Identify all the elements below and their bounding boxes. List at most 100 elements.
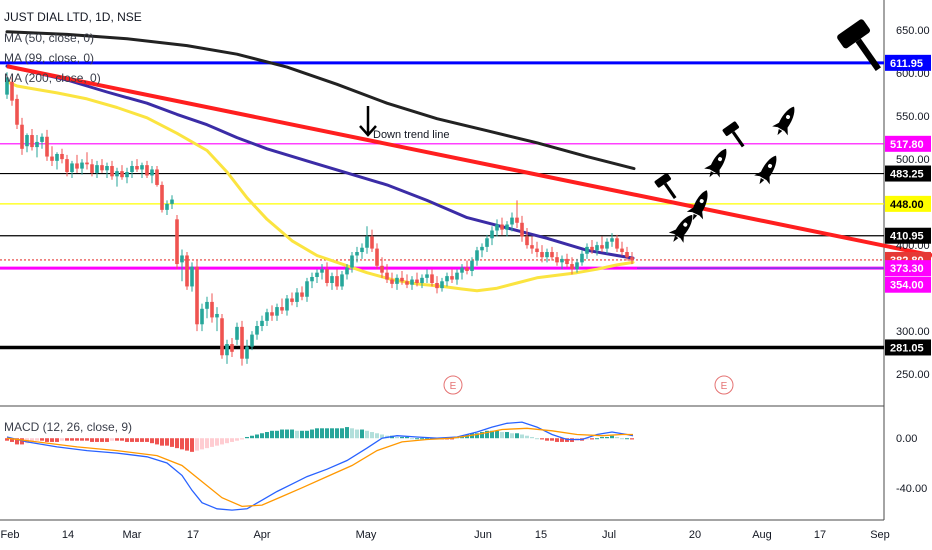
candle bbox=[60, 153, 64, 160]
signal-line bbox=[6, 427, 633, 508]
down-trend-line bbox=[6, 64, 932, 258]
gavel-handle bbox=[663, 182, 677, 199]
macd-histogram-bar bbox=[310, 429, 314, 439]
macd-histogram-bar bbox=[475, 433, 479, 439]
candle bbox=[35, 141, 39, 148]
rocket-body bbox=[759, 155, 777, 181]
gavel-handle bbox=[731, 131, 745, 148]
gavel-head bbox=[722, 121, 740, 136]
candle bbox=[570, 264, 574, 270]
price-level-badge-label: 281.05 bbox=[890, 342, 924, 354]
macd-histogram-bar bbox=[605, 436, 609, 439]
candle bbox=[545, 252, 549, 258]
candle bbox=[475, 250, 479, 261]
macd-histogram-bar bbox=[375, 433, 379, 439]
candle bbox=[150, 169, 154, 176]
candle bbox=[255, 326, 259, 335]
macd-histogram-bar bbox=[420, 438, 424, 440]
macd-histogram-bar bbox=[180, 438, 184, 450]
indicator-ma99-label[interactable]: MA (99, close, 0) bbox=[4, 51, 95, 65]
macd-histogram-bar bbox=[145, 438, 149, 442]
candle bbox=[190, 266, 194, 287]
candle bbox=[160, 184, 164, 210]
macd-histogram-bar bbox=[490, 430, 494, 439]
macd-histogram-bar bbox=[345, 427, 349, 439]
macd-histogram-bar bbox=[600, 436, 604, 439]
macd-histogram-bar bbox=[320, 428, 324, 439]
rocket-window bbox=[768, 163, 772, 168]
macd-histogram-bar bbox=[335, 428, 339, 439]
macd-histogram-bar bbox=[185, 438, 189, 451]
candle bbox=[275, 307, 279, 316]
candle bbox=[130, 166, 134, 173]
macd-histogram-bar bbox=[370, 432, 374, 439]
macd-histogram-bar bbox=[380, 434, 384, 439]
earnings-marker-label: E bbox=[721, 381, 728, 392]
rocket-icon bbox=[754, 155, 777, 185]
macd-histogram-bar bbox=[75, 438, 79, 441]
candle bbox=[615, 238, 619, 249]
candle bbox=[230, 344, 234, 352]
macd-histogram-bar bbox=[190, 438, 194, 452]
indicator-ma50-label[interactable]: MA (50, close, 0) bbox=[4, 31, 95, 45]
candle bbox=[390, 279, 394, 284]
price-level-badge-517.80: 517.80 bbox=[885, 135, 931, 152]
price-level-badge-410.95: 410.95 bbox=[885, 227, 931, 244]
candle bbox=[10, 81, 14, 101]
macd-histogram-bar bbox=[530, 436, 534, 439]
candle bbox=[210, 301, 214, 318]
macd-histogram-bar bbox=[250, 435, 254, 439]
candle bbox=[305, 281, 309, 297]
macd-histogram-bar bbox=[100, 438, 104, 442]
candle bbox=[45, 136, 49, 157]
macd-histogram-bar bbox=[505, 432, 509, 439]
macd-indicator-label[interactable]: MACD (12, 26, close, 9) bbox=[4, 420, 133, 434]
price-axis-tick-label: 600.00 bbox=[896, 68, 930, 80]
candle bbox=[330, 276, 334, 283]
candle bbox=[375, 248, 379, 266]
gavel-icon bbox=[722, 121, 745, 148]
candle bbox=[25, 135, 29, 147]
macd-histogram-bar bbox=[500, 432, 504, 439]
macd-histogram-bar bbox=[70, 438, 74, 441]
candle bbox=[70, 163, 74, 173]
macd-histogram-bar bbox=[555, 438, 559, 442]
macd-histogram-bar bbox=[480, 432, 484, 439]
macd-histogram-bar bbox=[300, 430, 304, 439]
price-level-badge-bg bbox=[885, 227, 931, 244]
macd-histogram-bar bbox=[270, 430, 274, 439]
indicator-ma200-label[interactable]: MA (200, close, 0) bbox=[4, 71, 101, 85]
macd-histogram-bar bbox=[520, 434, 524, 439]
candle bbox=[50, 156, 54, 161]
macd-histogram-bar bbox=[10, 438, 14, 442]
macd-histogram-bar bbox=[410, 438, 414, 440]
macd-histogram-bar bbox=[415, 438, 419, 440]
macd-histogram-bar bbox=[105, 438, 109, 442]
candle bbox=[630, 257, 634, 261]
price-level-badge-label: 517.80 bbox=[890, 139, 924, 151]
rocket-fin bbox=[704, 164, 713, 170]
macd-histogram-bar bbox=[400, 436, 404, 439]
candle bbox=[420, 277, 424, 283]
candle bbox=[175, 219, 179, 265]
candle bbox=[285, 298, 289, 311]
macd-histogram-bar bbox=[30, 438, 34, 442]
candle bbox=[295, 292, 299, 302]
trend-line-label: Down trend line bbox=[373, 129, 449, 141]
macd-histogram-bar bbox=[285, 429, 289, 439]
macd-histogram-bar bbox=[595, 438, 599, 440]
macd-histogram-bar bbox=[535, 438, 539, 440]
macd-histogram-bar bbox=[350, 428, 354, 439]
candle bbox=[600, 245, 604, 249]
candle bbox=[145, 165, 149, 176]
macd-histogram-bar bbox=[545, 438, 549, 441]
candle bbox=[360, 247, 364, 253]
time-axis-label: Mar bbox=[123, 529, 142, 541]
rocket-window bbox=[699, 199, 704, 204]
earnings-marker: E bbox=[443, 375, 463, 395]
time-axis-label: 14 bbox=[62, 529, 74, 541]
rocket-flame bbox=[759, 177, 765, 185]
price-level-badge-label: 448.00 bbox=[890, 199, 924, 211]
candle bbox=[300, 292, 304, 297]
